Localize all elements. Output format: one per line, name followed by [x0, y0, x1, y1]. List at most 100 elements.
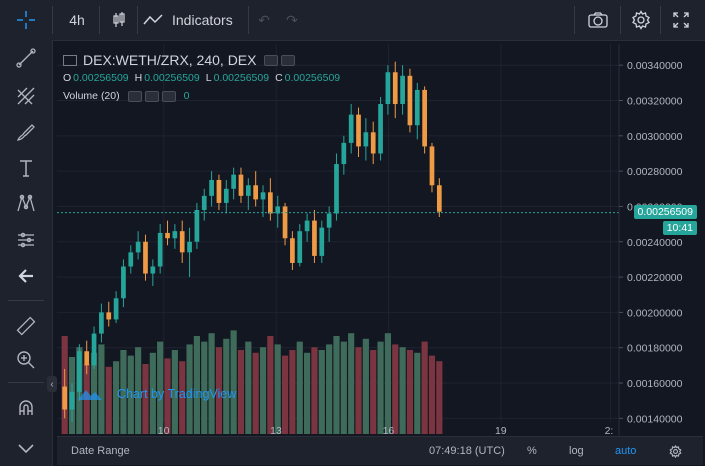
candle-body [135, 241, 141, 253]
fullscreen-icon[interactable] [666, 0, 696, 40]
volume-bar [267, 336, 274, 434]
candle-body [99, 312, 104, 334]
volume-bar [201, 341, 208, 434]
ruler-icon[interactable] [8, 310, 44, 342]
settings-icon[interactable] [281, 54, 296, 66]
hide-toolbar-handle[interactable]: ‹ [47, 376, 57, 392]
percent-scale-button[interactable]: % [527, 445, 537, 457]
drawing-toolbar [0, 40, 53, 466]
volume-bar [414, 352, 421, 434]
volume-bar [392, 344, 399, 434]
candle-body [172, 231, 178, 239]
tradingview-watermark[interactable]: Chart by TradingView [77, 386, 236, 402]
candle-body [84, 351, 90, 366]
candle-body [319, 227, 325, 256]
brush-icon[interactable] [8, 116, 44, 148]
volume-bar [326, 344, 333, 434]
volume-bar [281, 355, 289, 434]
undo-icon[interactable]: ↶ [258, 11, 270, 28]
high-label: H [134, 72, 143, 84]
visibility-icon[interactable] [264, 54, 279, 66]
volume-close-icon[interactable] [161, 90, 176, 102]
top-toolbar: 4h Indicators ↶ ↷ [0, 0, 705, 41]
volume-bar [252, 352, 259, 434]
utc-clock[interactable]: 07:49:18 (UTC) [429, 445, 505, 457]
candle-body [77, 351, 82, 392]
candle-body [363, 132, 369, 147]
price-axis-label: 0.00240000 [627, 237, 683, 249]
candle-body [143, 241, 148, 274]
volume-bar [289, 350, 296, 434]
price-axis-label: 0.00140000 [627, 413, 683, 425]
log-scale-button[interactable]: log [569, 445, 584, 457]
zoom-in-icon[interactable] [8, 344, 44, 376]
time-axis-label: 10 [158, 425, 170, 436]
tradingview-logo-icon [78, 390, 102, 400]
volume-bar [105, 366, 112, 434]
candle-body [378, 104, 383, 154]
candle-body [422, 89, 427, 147]
volume-visibility-icon[interactable] [127, 90, 142, 102]
volume-bar [215, 347, 223, 434]
time-axis-label: 19 [495, 425, 507, 436]
settings-gear-icon[interactable] [626, 0, 656, 40]
indicators-button[interactable]: Indicators [142, 0, 246, 40]
volume-bar [296, 341, 303, 434]
volume-bar [421, 341, 428, 434]
price-axis-label: 0.00300000 [627, 131, 683, 143]
candle-body [106, 312, 112, 320]
interval-button[interactable]: 4h [69, 12, 85, 28]
volume-bar [135, 347, 142, 434]
volume-bar [208, 333, 215, 434]
collapse-toolbar-icon[interactable] [8, 432, 44, 464]
volume-bar [171, 350, 178, 434]
candle-body [334, 164, 339, 214]
volume-bar [362, 338, 369, 434]
candle-body [348, 114, 354, 143]
candle-body [290, 238, 295, 263]
pattern-icon[interactable] [8, 188, 44, 220]
volume-settings-icon[interactable] [144, 90, 159, 102]
arrow-left-icon[interactable] [8, 260, 44, 292]
auto-scale-button[interactable]: auto [615, 445, 637, 457]
camera-icon[interactable] [582, 0, 614, 40]
volume-bar [98, 344, 105, 434]
candle-body [407, 75, 413, 126]
date-range-button[interactable]: Date Range [71, 445, 130, 457]
last-price-tag: 0.00256509 [633, 205, 697, 219]
indicators-icon [143, 14, 163, 25]
candle-body [216, 179, 222, 203]
candle-body [201, 195, 207, 210]
time-axis-label: 2: [605, 425, 614, 436]
chart-settings-icon[interactable] [669, 437, 682, 465]
candle-body [150, 266, 156, 274]
candle-body [275, 206, 281, 214]
volume-bar [237, 350, 245, 434]
volume-bar [384, 333, 391, 434]
candles-icon[interactable] [104, 0, 134, 40]
volume-bar [157, 341, 164, 434]
candle-body [128, 252, 134, 267]
volume-bar [333, 336, 340, 434]
chart-canvas[interactable]: 0.00340000 0.00320000 0.00300000 0.00280000… [57, 44, 703, 436]
redo-icon[interactable]: ↷ [286, 11, 298, 28]
candle-body [385, 72, 391, 105]
chart-pane[interactable]: 0.00340000 0.00320000 0.00300000 0.00280000… [57, 44, 703, 464]
volume-bar [120, 350, 127, 434]
text-tool-icon[interactable] [8, 152, 44, 184]
trend-line-icon[interactable] [8, 42, 44, 74]
volume-bar [399, 347, 406, 434]
candle-body [414, 89, 420, 126]
candle-body [268, 192, 273, 214]
candle-body [341, 142, 347, 165]
volume-bar [223, 338, 230, 434]
magnet-icon[interactable] [8, 392, 44, 424]
close-label: C [275, 72, 283, 84]
volume-bar [377, 341, 384, 434]
pitchfork-icon[interactable] [8, 80, 44, 112]
crosshair-icon[interactable] [0, 0, 52, 40]
volume-bar [186, 344, 193, 434]
candle-body [231, 174, 236, 189]
measure-tools-icon[interactable] [8, 224, 44, 256]
collapse-legend-icon[interactable] [63, 54, 77, 66]
